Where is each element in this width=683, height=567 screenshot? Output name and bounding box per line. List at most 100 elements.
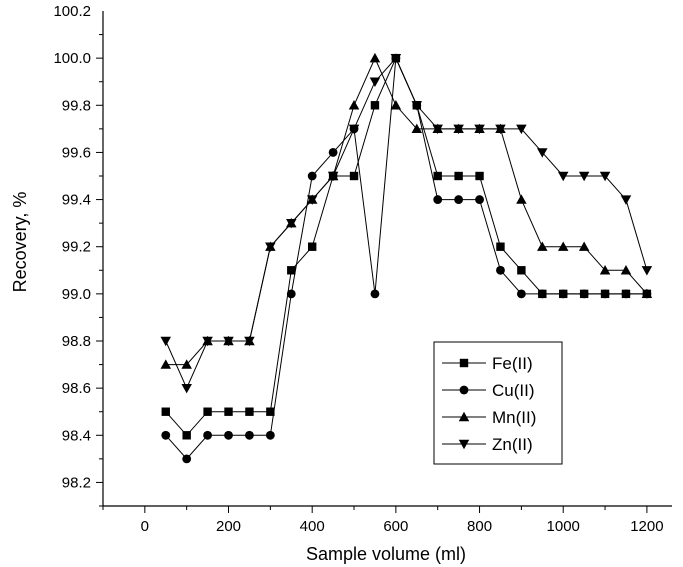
series-znii (160, 53, 653, 394)
data-point (349, 171, 359, 181)
data-point (475, 171, 484, 181)
legend-label: Fe(II) (492, 354, 533, 373)
data-point (370, 289, 380, 299)
x-tick-label: 800 (467, 518, 492, 535)
data-point (160, 359, 172, 369)
y-tick-label: 99.2 (62, 239, 91, 256)
data-point (621, 289, 631, 299)
legend-label: Cu(II) (492, 381, 535, 400)
data-point (202, 336, 213, 347)
data-point (265, 242, 276, 252)
data-point (537, 289, 547, 299)
data-point (516, 194, 527, 204)
data-point (266, 407, 275, 416)
data-point (475, 195, 484, 204)
data-point (454, 195, 464, 204)
data-point (620, 265, 632, 275)
data-point (558, 289, 568, 299)
data-point (390, 53, 402, 64)
data-point (182, 454, 192, 464)
y-axis-label: Recovery, % (10, 192, 30, 293)
y-tick-label: 98.8 (62, 333, 91, 350)
legend-marker (458, 439, 470, 450)
data-point (328, 148, 338, 157)
series-mnii (160, 52, 653, 369)
data-point (578, 171, 590, 182)
data-point (516, 124, 527, 135)
legend-label: Zn(II) (492, 435, 533, 454)
y-tick-label: 100.0 (53, 50, 91, 67)
data-point (327, 171, 339, 182)
data-point (641, 266, 653, 276)
data-point (454, 171, 463, 181)
chart-axes: 0 200 400 600 800 1000 1200 98.2 98.4 98.6 98.8 99.… (53, 3, 672, 535)
data-point (306, 195, 318, 205)
data-point (432, 124, 443, 135)
x-tick-label: 1000 (547, 518, 580, 535)
x-axis-label: Sample volume (ml) (306, 544, 466, 564)
data-point (223, 336, 234, 347)
data-point (516, 289, 526, 299)
data-point (245, 430, 254, 440)
data-point (203, 430, 213, 440)
data-point (620, 195, 632, 205)
data-point (370, 101, 380, 110)
data-point (182, 431, 191, 440)
data-point (579, 289, 589, 299)
data-point (641, 288, 653, 299)
data-point (244, 336, 255, 347)
y-tick-label: 98.6 (62, 380, 91, 397)
data-point (307, 171, 317, 181)
data-point (517, 266, 526, 275)
y-tick-label: 99.4 (62, 192, 91, 209)
data-point (224, 407, 233, 416)
data-point (557, 241, 569, 251)
data-point (181, 383, 192, 394)
series-line (165, 56, 648, 366)
chart-series-layer (160, 52, 653, 464)
data-point (496, 265, 505, 275)
series-line (165, 56, 647, 460)
legend-label: Mn(II) (492, 408, 536, 427)
data-point (286, 289, 296, 299)
data-point (495, 124, 506, 135)
legend-marker (458, 411, 470, 422)
y-tick-label: 99.8 (62, 97, 91, 114)
data-point (245, 407, 254, 416)
data-point (453, 124, 464, 135)
series-cuii (161, 53, 652, 464)
data-point (411, 101, 423, 111)
data-point (537, 148, 548, 158)
data-point (496, 242, 505, 251)
y-tick-label: 100.2 (53, 3, 91, 20)
data-point (286, 218, 297, 229)
data-point (600, 289, 610, 299)
data-point (224, 430, 233, 440)
data-point (578, 241, 590, 251)
data-point (599, 171, 611, 182)
data-point (599, 265, 611, 275)
data-point (161, 407, 170, 416)
data-point (557, 171, 569, 182)
x-tick-label: 400 (300, 518, 325, 535)
y-tick-label: 99.0 (62, 286, 91, 303)
data-point (390, 100, 402, 110)
data-point (411, 123, 423, 134)
data-point (369, 52, 381, 63)
legend-marker (459, 385, 469, 395)
data-point (287, 266, 296, 275)
data-point (348, 100, 360, 110)
data-point (181, 359, 192, 369)
y-tick-label: 98.4 (62, 427, 91, 444)
x-tick-label: 0 (141, 518, 149, 535)
x-tick-label: 200 (216, 518, 241, 535)
data-point (160, 336, 172, 347)
x-tick-label: 600 (383, 518, 408, 535)
data-point (348, 124, 360, 135)
y-tick-label: 99.6 (62, 144, 91, 161)
data-point (161, 430, 171, 440)
data-point (537, 241, 548, 251)
legend-marker (459, 358, 469, 368)
data-point (433, 171, 442, 181)
data-point (307, 242, 317, 251)
